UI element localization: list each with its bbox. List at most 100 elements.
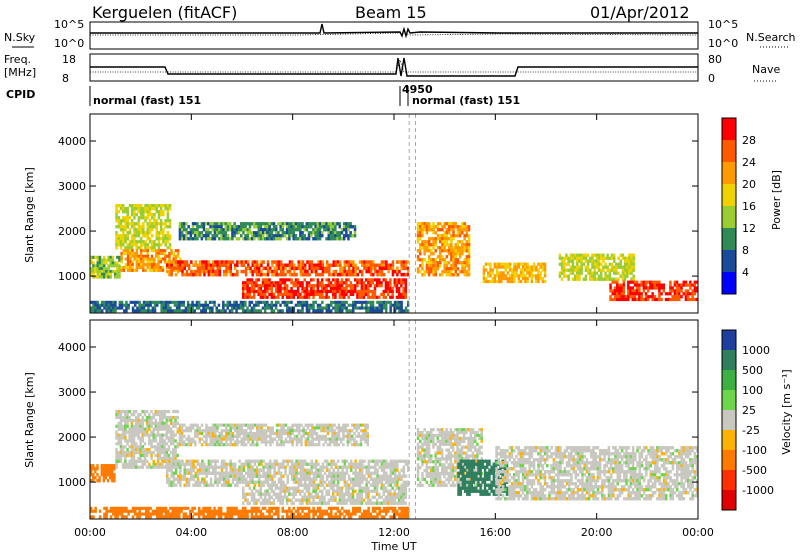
- echo-cell: [103, 464, 105, 467]
- echo-cell: [112, 307, 115, 310]
- echo-cell: [142, 266, 145, 269]
- echo-cell: [290, 290, 293, 293]
- echo-cell: [168, 416, 171, 419]
- echo-cell: [339, 281, 342, 284]
- echo-cell: [298, 429, 301, 432]
- echo-cell: [221, 475, 224, 478]
- echo-cell: [295, 234, 298, 237]
- echo-cell: [159, 457, 162, 460]
- echo-cell: [246, 499, 249, 502]
- echo-cell: [319, 225, 322, 228]
- echo-cell: [349, 435, 352, 438]
- echo-cell: [326, 469, 329, 472]
- echo-cell: [124, 413, 127, 416]
- echo-cell: [282, 222, 285, 225]
- echo-cell: [103, 479, 105, 482]
- echo-cell: [243, 478, 246, 481]
- echo-cell: [129, 260, 132, 263]
- echo-cell: [585, 257, 588, 260]
- echo-cell: [332, 296, 335, 299]
- echo-cell: [110, 307, 113, 310]
- echo-cell: [448, 237, 451, 240]
- echo-cell: [275, 290, 278, 293]
- echo-cell: [446, 222, 449, 225]
- echo-cell: [135, 213, 138, 216]
- echo-cell: [345, 301, 348, 304]
- echo-cell: [260, 234, 263, 237]
- echo-cell: [271, 290, 274, 293]
- echo-cell: [118, 454, 121, 457]
- echo-cell: [271, 273, 274, 277]
- echo-cell: [264, 278, 267, 281]
- echo-cell: [269, 440, 272, 443]
- echo-cell: [291, 260, 294, 264]
- echo-cell: [312, 307, 315, 310]
- echo-cell: [271, 260, 274, 264]
- echo-cell: [140, 252, 143, 255]
- echo-cell: [643, 281, 646, 284]
- echo-cell: [197, 463, 200, 466]
- echo-cell: [671, 298, 674, 301]
- echo-cell: [331, 438, 334, 441]
- echo-cell: [177, 252, 180, 255]
- echo-cell: [463, 228, 466, 231]
- echo-cell: [162, 240, 165, 243]
- echo-cell: [367, 443, 370, 446]
- echo-cell: [138, 207, 141, 210]
- echo-cell: [128, 466, 131, 469]
- echo-cell: [199, 267, 202, 271]
- echo-cell: [185, 443, 188, 446]
- echo-cell: [561, 257, 564, 260]
- echo-cell: [254, 260, 257, 264]
- echo-cell: [214, 424, 217, 427]
- echo-cell: [611, 278, 614, 281]
- echo-cell: [301, 301, 304, 304]
- echo-cell: [131, 219, 134, 222]
- echo-cell: [439, 273, 442, 276]
- echo-cell: [118, 416, 121, 419]
- echo-cell: [561, 260, 564, 263]
- echo-cell: [191, 304, 194, 307]
- echo-cell: [567, 278, 570, 281]
- echo-cell: [432, 222, 435, 225]
- echo-cell: [282, 309, 285, 312]
- echo-cell: [394, 484, 397, 487]
- echo-cell: [651, 281, 654, 284]
- echo-cell: [689, 281, 692, 284]
- echo-cell: [636, 281, 639, 284]
- echo-cell: [542, 266, 545, 269]
- echo-cell: [257, 284, 260, 287]
- echo-cell: [347, 234, 350, 237]
- echo-cell: [271, 234, 274, 237]
- echo-cell: [325, 429, 328, 432]
- echo-cell: [647, 286, 650, 289]
- echo-cell: [342, 424, 345, 427]
- echo-cell: [246, 296, 249, 299]
- echo-cell: [195, 466, 198, 469]
- echo-cell: [305, 432, 308, 435]
- echo-cell: [195, 484, 198, 487]
- echo-cell: [184, 484, 187, 487]
- echo-cell: [264, 237, 267, 240]
- echo-cell: [457, 240, 460, 243]
- echo-cell: [140, 216, 143, 219]
- echo-cell: [443, 234, 446, 237]
- echo-cell: [687, 292, 690, 295]
- echo-cell: [513, 263, 516, 266]
- echo-cell: [131, 234, 134, 237]
- echo-cell: [223, 270, 226, 274]
- echo-cell: [437, 267, 440, 270]
- echo-cell: [129, 263, 132, 266]
- echo-cell: [120, 442, 123, 445]
- echo-cell: [463, 222, 466, 225]
- echo-cell: [348, 309, 351, 312]
- echo-cell: [306, 463, 309, 466]
- echo-cell: [335, 466, 338, 469]
- echo-cell: [280, 267, 283, 271]
- echo-cell: [379, 460, 382, 463]
- echo-cell: [160, 309, 163, 312]
- echo-cell: [345, 290, 348, 293]
- echo-cell: [231, 225, 234, 228]
- echo-cell: [611, 254, 614, 257]
- echo-cell: [142, 410, 145, 413]
